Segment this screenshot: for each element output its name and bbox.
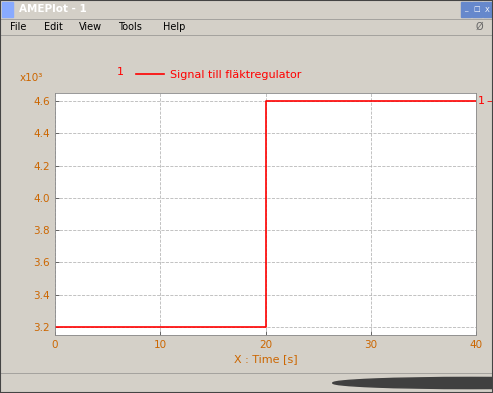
Text: □: □ [473,7,480,13]
Text: 1: 1 [117,67,124,77]
Text: x10³: x10³ [19,73,42,83]
Text: File: File [10,22,26,32]
Text: Edit: Edit [44,22,63,32]
X-axis label: X : Time [s]: X : Time [s] [234,354,297,364]
Bar [2,2,13,17]
Text: AMEPlot - 1: AMEPlot - 1 [19,4,86,15]
Bar [461,2,471,17]
Text: View: View [79,22,102,32]
Text: Tools: Tools [118,22,142,32]
Text: 1: 1 [478,96,485,106]
Bar [483,2,493,17]
Legend: Signal till fläktregulator: Signal till fläktregulator [137,70,301,79]
Circle shape [333,377,493,389]
Text: Help: Help [163,22,185,32]
Text: —: — [487,96,493,106]
Text: Ø: Ø [476,22,483,32]
Text: X: X [485,7,490,13]
Text: _: _ [464,7,468,13]
Bar [472,2,482,17]
